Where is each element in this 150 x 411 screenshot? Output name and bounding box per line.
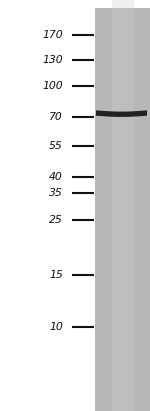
Bar: [95, 8, 150, 411]
Text: 55: 55: [49, 141, 63, 151]
Text: 100: 100: [42, 81, 63, 91]
Text: 130: 130: [42, 55, 63, 65]
Text: 25: 25: [49, 215, 63, 225]
Text: 170: 170: [42, 30, 63, 40]
Bar: [112, 0, 134, 411]
Text: 15: 15: [49, 270, 63, 280]
Polygon shape: [96, 111, 147, 117]
Text: 10: 10: [49, 322, 63, 332]
Text: 40: 40: [49, 172, 63, 182]
Text: 35: 35: [49, 188, 63, 198]
Text: 70: 70: [49, 112, 63, 122]
